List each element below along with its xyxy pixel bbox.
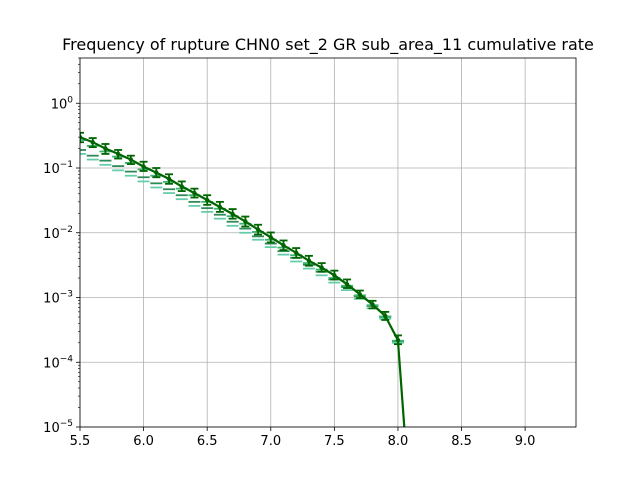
data-point [306, 258, 312, 263]
data-point [294, 250, 299, 256]
y-tick-label: 10−3 [43, 290, 73, 307]
data-point [255, 227, 261, 232]
data-point [319, 265, 324, 270]
y-tick-label: 10−2 [43, 225, 73, 242]
data-point [230, 211, 235, 217]
series-line [80, 136, 406, 427]
data-point [204, 197, 210, 203]
series-1 [80, 149, 404, 343]
data-point [357, 292, 362, 297]
plot-frame [79, 57, 577, 428]
x-tick-label: 5.5 [70, 434, 91, 449]
x-tick-label: 6.5 [197, 434, 218, 449]
x-tick-label: 8.0 [388, 434, 409, 449]
data-point [154, 170, 159, 175]
y-tick-label: 10−1 [43, 160, 73, 177]
series-0 [80, 131, 406, 427]
data-point [179, 184, 184, 189]
data-point [166, 176, 172, 182]
y-axis-ticks: 10−5 10−4 10−3 10−2 10−1 100 [43, 57, 80, 436]
data-point [281, 243, 286, 248]
x-tick-label: 7.0 [260, 434, 281, 449]
data-point [128, 157, 134, 162]
x-tick-label: 9.0 [515, 434, 536, 449]
data-point [103, 146, 108, 151]
y-tick-label: 10−5 [43, 419, 73, 436]
x-tick-label: 8.5 [451, 434, 472, 449]
data-point [395, 337, 401, 343]
data-point [217, 204, 223, 210]
data-point [192, 190, 197, 196]
data-point [370, 302, 375, 307]
data-point [383, 313, 388, 319]
data-point [243, 219, 248, 224]
data-point [268, 235, 273, 240]
x-tick-label: 6.0 [133, 434, 154, 449]
x-axis-ticks: 5.5 6.0 6.5 7.0 7.5 8.0 8.5 9.0 [70, 427, 536, 449]
grid-lines [79, 58, 576, 428]
data-point [90, 140, 95, 145]
data-point [115, 151, 121, 157]
chart-title: Frequency of rupture CHN0 set_2 GR sub_a… [62, 35, 594, 55]
series-layer [80, 131, 406, 427]
data-point [141, 164, 146, 169]
x-tick-label: 7.5 [324, 434, 345, 449]
data-point [344, 282, 350, 287]
series-2 [80, 153, 404, 344]
y-tick-label: 100 [51, 95, 74, 112]
data-point [332, 273, 337, 278]
data-point [80, 134, 83, 140]
y-tick-label: 10−4 [43, 354, 73, 371]
